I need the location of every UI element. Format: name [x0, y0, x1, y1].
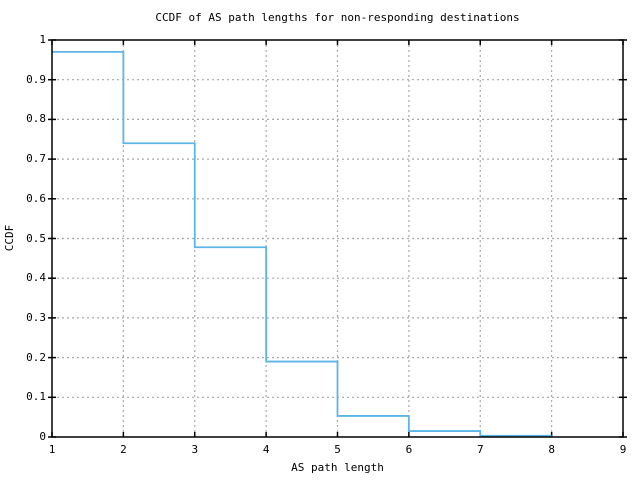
y-tick-label: 0.6	[26, 191, 46, 205]
y-tick-label: 0.4	[26, 271, 46, 285]
x-tick-label: 2	[120, 443, 127, 456]
x-tick-label: 1	[48, 443, 56, 456]
y-tick-label: 0.3	[26, 310, 46, 324]
chart-title: CCDF of AS path lengths for non-respondi…	[155, 11, 520, 24]
ccdf-of-as-path-length-step-line	[52, 51, 552, 437]
x-tick-label: 4	[262, 443, 270, 456]
plot-border	[51, 39, 624, 438]
x-tick-label: 6	[405, 443, 413, 456]
y-tick-label: 0.9	[26, 72, 46, 86]
x-tick-label: 9	[619, 443, 627, 456]
y-tick-label: 1	[39, 33, 46, 46]
x-tick-label: 8	[548, 443, 555, 456]
x-tick-label: 7	[476, 443, 484, 456]
x-tick-label: 3	[191, 443, 199, 456]
x-axis-label: AS path length	[291, 461, 384, 474]
y-tick-label: 0.2	[26, 350, 46, 364]
y-tick-label: 0.5	[26, 231, 46, 245]
y-tick-label: 0.1	[26, 390, 46, 404]
y-tick-label: 0	[39, 430, 46, 443]
y-tick-label: 0.8	[26, 112, 46, 126]
x-tick-label: 5	[334, 443, 341, 456]
y-tick-label: 0.7	[26, 152, 46, 166]
